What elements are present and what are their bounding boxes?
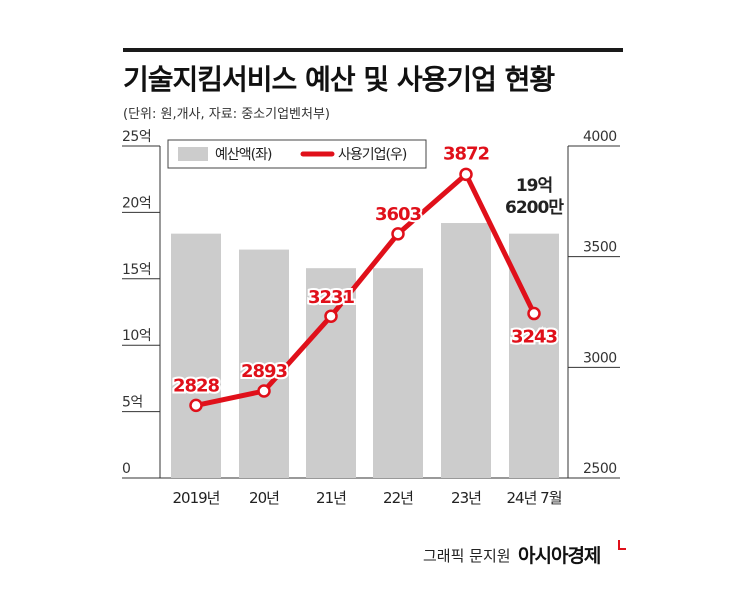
category-label: 22년 (383, 489, 413, 507)
budget-bar (441, 223, 491, 478)
left-tick-label: 25억 (122, 129, 151, 145)
budget-bar (306, 268, 356, 478)
company-count-label: 3231 (308, 287, 355, 308)
company-count-point (257, 384, 271, 398)
legend-box (167, 139, 427, 169)
category-label: 24년 7월 (507, 489, 562, 507)
legend-bar-label: 예산액(좌) (215, 147, 272, 163)
bar-annotation-label: 19억 (516, 176, 552, 196)
budget-bar (509, 233, 559, 478)
company-count-label: 3872 (443, 143, 489, 164)
company-count-label: 3243 (511, 327, 558, 348)
right-tick-label: 4000 (583, 129, 617, 145)
left-tick-label: 10억 (122, 328, 151, 344)
brand-mark-icon (618, 540, 626, 550)
chart-subtitle: (단위: 원,개사, 자료: 중소기업벤처부) (123, 107, 331, 122)
budget-bar (239, 249, 289, 478)
category-label: 20년 (249, 489, 279, 507)
left-tick-label: 15억 (122, 262, 151, 278)
left-tick-label: 20억 (122, 195, 151, 211)
company-count-point (459, 167, 473, 182)
legend-line-label: 사용기업(우) (338, 147, 407, 163)
company-count-line (193, 171, 537, 408)
right-tick-label: 2500 (583, 461, 617, 477)
legend-bar-swatch (178, 147, 208, 161)
company-count-point (527, 306, 541, 321)
right-tick-label: 3000 (583, 350, 617, 366)
right-tick-label: 3500 (583, 240, 617, 256)
category-label: 23년 (451, 489, 481, 507)
budget-bar (171, 233, 221, 478)
brand-logo: 아시아경제 (518, 545, 601, 567)
category-label: 2019년 (173, 489, 220, 507)
graphic-credit: 그래픽 문지원 (423, 547, 511, 565)
chart-title: 기술지킴서비스 예산 및 사용기업 현황 (123, 63, 555, 96)
company-count-point (391, 227, 405, 241)
company-count-point (324, 309, 338, 323)
company-count-label: 2893 (241, 361, 288, 382)
bar-annotation-label: 6200만 (505, 198, 564, 218)
category-label: 21년 (316, 489, 346, 507)
title-rule (123, 48, 623, 52)
company-count-label: 3603 (375, 204, 422, 225)
budget-bar (373, 268, 423, 478)
left-tick-label: 0 (122, 461, 130, 477)
company-count-label: 2828 (173, 375, 220, 396)
left-tick-label: 5억 (122, 395, 143, 411)
company-count-point (189, 398, 203, 413)
